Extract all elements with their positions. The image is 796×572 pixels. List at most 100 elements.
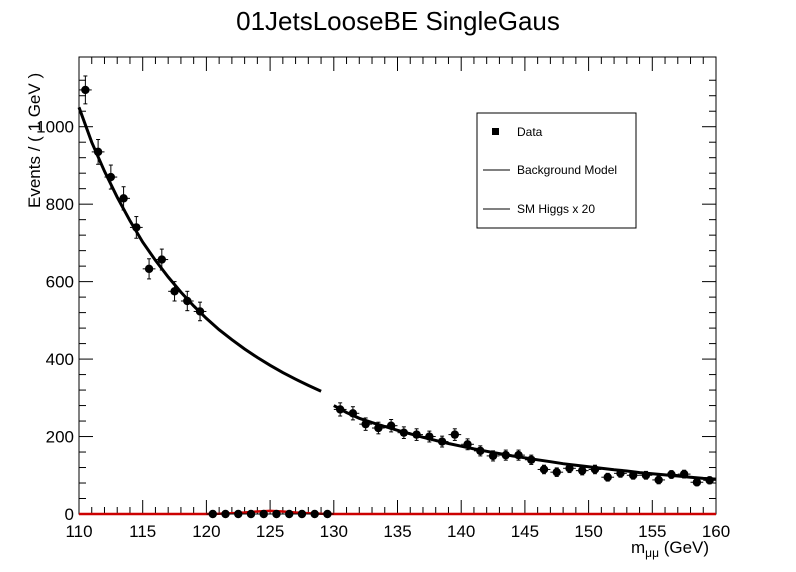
data-marker [374, 423, 383, 433]
x-tick-label: 130 [320, 522, 348, 541]
data-marker [93, 147, 103, 157]
data-marker [246, 509, 256, 519]
data-series [79, 75, 716, 519]
data-marker [565, 464, 574, 473]
data-marker [476, 446, 485, 456]
data-point [677, 469, 691, 479]
x-tick-label: 110 [65, 522, 92, 541]
data-point [270, 509, 283, 519]
data-marker [514, 450, 523, 460]
data-marker [641, 471, 651, 480]
x-tick-label: 140 [447, 522, 475, 541]
data-point [588, 464, 602, 475]
x-tick-label: 115 [129, 522, 156, 541]
y-tick-label: 800 [46, 195, 74, 214]
data-point [448, 428, 462, 441]
data-point [563, 463, 576, 474]
data-marker [144, 264, 154, 274]
data-marker [590, 465, 600, 474]
data-point [601, 472, 615, 482]
data-point [435, 435, 449, 448]
data-marker [272, 509, 281, 519]
data-point [346, 406, 360, 421]
data-marker [310, 509, 319, 519]
data-point [244, 509, 258, 519]
data-marker [335, 405, 345, 414]
data-marker [285, 509, 294, 519]
data-point [410, 428, 423, 441]
data-point [155, 248, 169, 271]
data-point [295, 509, 309, 519]
data-point [537, 464, 551, 475]
data-point [422, 430, 436, 443]
data-point [384, 419, 398, 433]
data-point [550, 467, 564, 477]
x-tick-label: 135 [383, 522, 411, 541]
data-marker [679, 469, 689, 479]
data-point [79, 75, 92, 105]
data-point [690, 478, 704, 487]
data-marker [616, 469, 625, 478]
x-tick-label: 125 [256, 522, 284, 541]
data-point [91, 138, 105, 165]
y-tick-label: 200 [46, 428, 74, 447]
data-marker [361, 419, 370, 429]
data-marker [183, 296, 192, 306]
data-marker [552, 467, 561, 477]
data-marker [488, 451, 498, 461]
data-point [180, 290, 194, 312]
data-point [626, 470, 640, 480]
data-point [257, 509, 271, 519]
y-tick-label: 400 [46, 350, 74, 369]
data-point [665, 470, 678, 479]
y-axis-label: Events / ( 1 GeV ) [25, 73, 44, 208]
data-point [231, 509, 245, 519]
data-point [104, 164, 118, 190]
data-marker [132, 223, 141, 232]
data-point [486, 450, 500, 462]
x-tick-label: 145 [511, 522, 539, 541]
data-marker [705, 476, 714, 485]
data-marker [539, 465, 549, 474]
data-marker [412, 430, 421, 439]
data-point [282, 509, 296, 519]
y-tick-label: 600 [46, 273, 74, 292]
data-marker [654, 475, 663, 485]
data-marker [425, 432, 434, 441]
data-marker [578, 466, 587, 475]
data-marker [399, 428, 409, 437]
data-point [359, 417, 373, 431]
y-tick-label: 0 [65, 505, 74, 524]
data-point [639, 470, 653, 480]
y-tick-label: 1000 [36, 118, 74, 137]
data-marker [195, 307, 205, 316]
data-point [168, 281, 181, 302]
x-axis-label: mμμ (GeV) [631, 538, 709, 560]
data-marker [667, 470, 676, 479]
data-marker [501, 450, 510, 460]
data-marker [221, 509, 230, 519]
data-point [461, 438, 474, 451]
legend-label-signal: SM Higgs x 20 [517, 202, 595, 216]
data-marker [259, 509, 268, 519]
data-point [321, 509, 334, 519]
legend-label-background: Background Model [517, 163, 617, 177]
data-marker [603, 473, 612, 482]
data-marker [106, 172, 116, 182]
x-tick-label: 160 [702, 522, 730, 541]
legend: Data Background Model SM Higgs x 20 [476, 112, 637, 229]
data-marker [119, 194, 128, 203]
data-point [575, 465, 589, 476]
data-point [499, 449, 513, 461]
data-point [524, 454, 538, 465]
data-point [703, 476, 716, 485]
x-tick-label: 155 [638, 522, 666, 541]
data-point [219, 509, 232, 519]
data-point [333, 402, 347, 417]
data-marker [81, 85, 90, 95]
data-marker [628, 471, 638, 480]
data-marker [208, 509, 217, 519]
data-marker [297, 509, 307, 519]
